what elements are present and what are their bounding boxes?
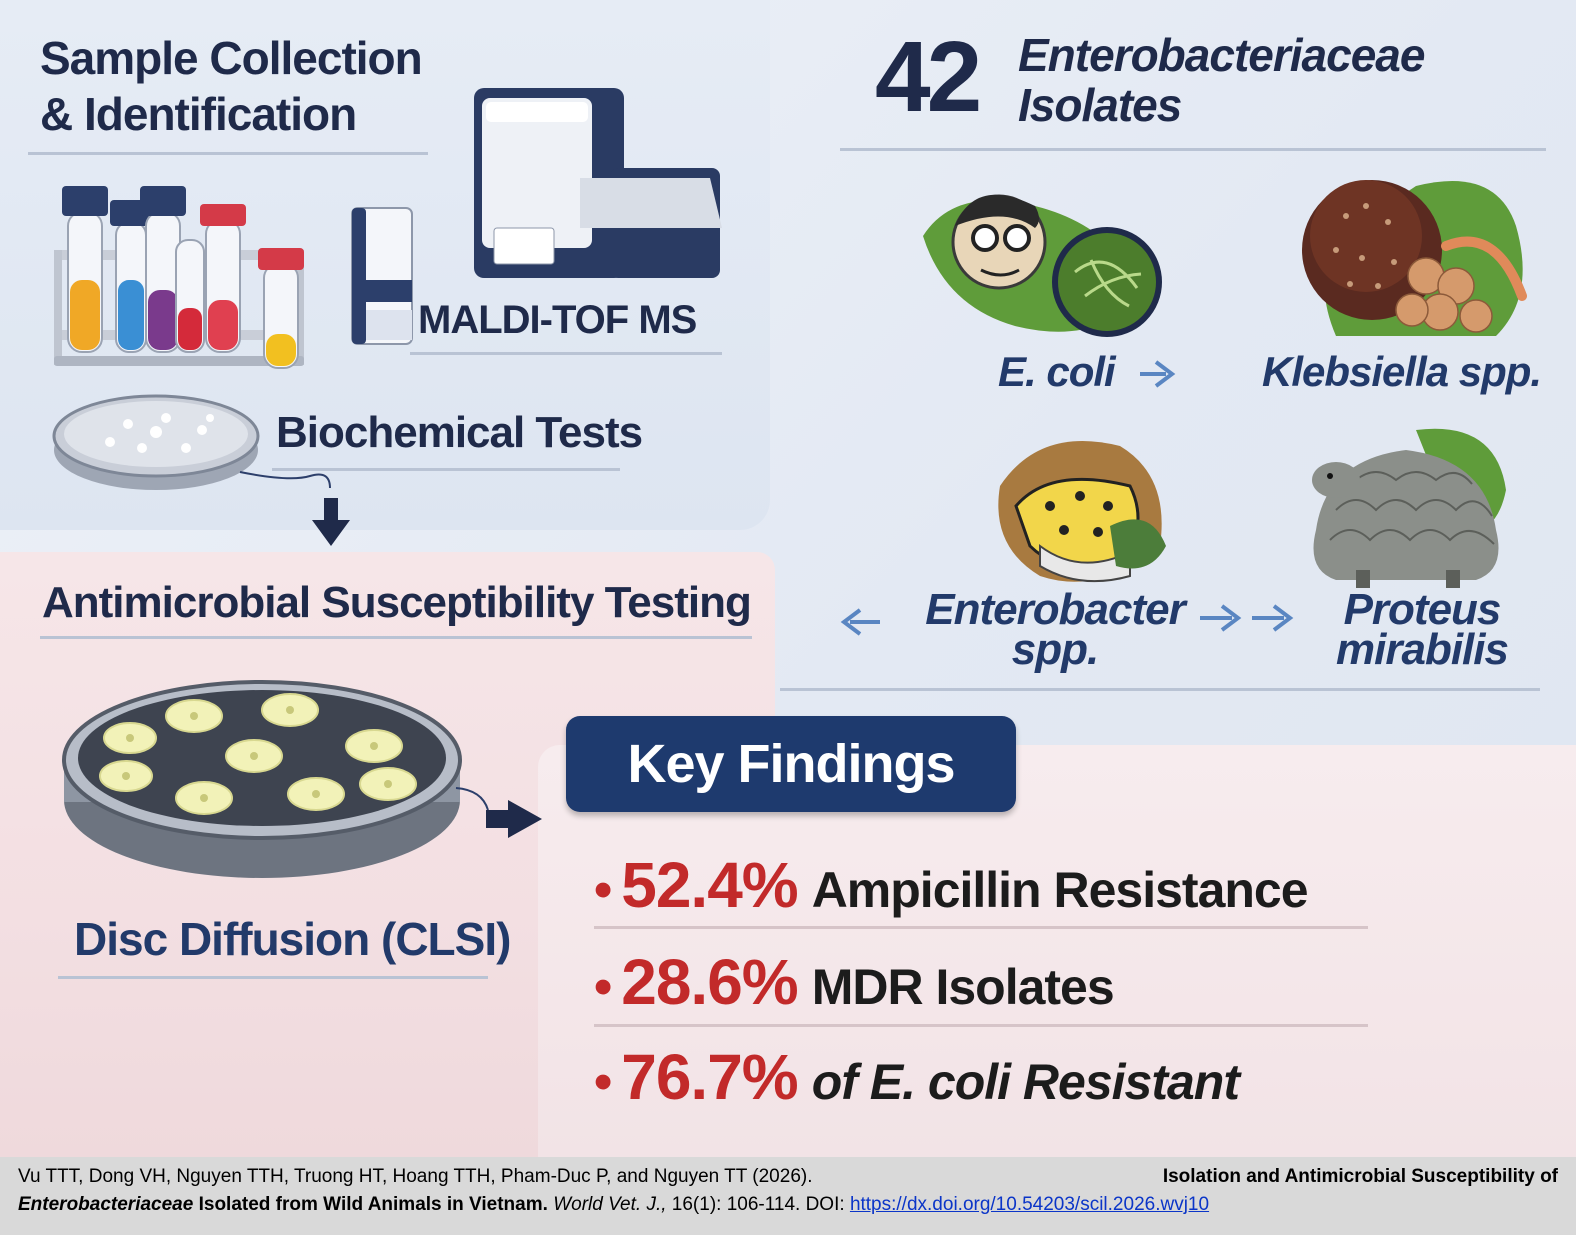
species-proteus-line2: mirabilis (1336, 625, 1509, 674)
reagent-box-icon (351, 207, 413, 345)
biochemical-tests-label: Biochemical Tests (276, 408, 643, 457)
divider (780, 688, 1540, 691)
citation-line-2: Enterobacteriaceae Isolated from Wild An… (18, 1191, 1558, 1219)
divider (28, 152, 428, 155)
divider (410, 352, 722, 355)
sample-collection-title: Sample Collection & Identification (40, 30, 460, 142)
finding-text: MDR Isolates (811, 959, 1115, 1015)
species-proteus-line1: Proteus (1343, 585, 1502, 634)
klebsiella-illustration-icon (1302, 180, 1527, 336)
divider (594, 926, 1368, 929)
sample-title-line2: & Identification (40, 88, 357, 140)
petri-dish-small-icon (52, 394, 260, 490)
bullet-icon: • (594, 1053, 612, 1111)
arrow-right-icon (1140, 360, 1176, 388)
divider (40, 636, 752, 639)
key-findings-title: Key Findings (627, 734, 955, 794)
finding-text: of E. coli Resistant (811, 1054, 1240, 1110)
species-e-coli: E. coli (998, 348, 1116, 395)
maldi-tof-label: MALDI-TOF MS (418, 298, 697, 342)
doi-link[interactable]: https://dx.doi.org/10.54203/scil.2026.wv… (849, 1194, 1210, 1215)
e-coli-illustration-icon (923, 194, 1162, 337)
species-enterobacter: Enterobacter spp. (920, 585, 1190, 674)
isolates-title: Enterobacteriaceae Isolates (1018, 29, 1425, 131)
disc-diffusion-label: Disc Diffusion (CLSI) (74, 913, 511, 965)
divider (594, 1024, 1368, 1027)
finding-item: • 52.4% Ampicillin Resistance (594, 845, 1309, 925)
finding-item: • 28.6% MDR Isolates (594, 942, 1115, 1022)
isolate-count: 42 (875, 21, 982, 133)
sample-title-line1: Sample Collection (40, 32, 423, 84)
species-enterobacter-line1: Enterobacter (925, 585, 1185, 634)
double-arrow-right-icon (1200, 604, 1294, 632)
tube-1 (62, 186, 108, 353)
citation-volume: 16(1): 106-114. DOI: (671, 1194, 845, 1215)
citation-journal: World Vet. J., (553, 1194, 667, 1215)
species-enterobacter-line2: spp. (1011, 625, 1099, 674)
citation-title-italic: Enterobacteriaceae (18, 1194, 194, 1215)
species-proteus: Proteus mirabilis (1322, 585, 1522, 674)
citation-line-1: Vu TTT, Dong VH, Nguyen TTH, Truong HT, … (18, 1163, 1558, 1191)
citation-title-part1: Isolation and Antimicrobial Susceptibili… (1162, 1166, 1558, 1187)
finding-text: Ampicillin Resistance (811, 862, 1309, 918)
citation-footer: Vu TTT, Dong VH, Nguyen TTH, Truong HT, … (0, 1157, 1576, 1235)
arrow-left-icon (840, 608, 880, 636)
key-findings-banner: Key Findings (566, 716, 1016, 812)
bullet-icon: • (594, 958, 612, 1016)
finding-item: • 76.7% of E. coli Resistant (594, 1037, 1240, 1117)
isolates-title-line1: Enterobacteriaceae (1018, 29, 1425, 81)
finding-percent: 28.6% (621, 946, 798, 1018)
isolates-title-line2: Isolates (1018, 79, 1182, 131)
tube-6 (258, 248, 304, 369)
disc-diffusion-plate-icon (62, 680, 462, 878)
bullet-icon: • (594, 861, 612, 919)
species-klebsiella: Klebsiella spp. (1262, 348, 1542, 395)
down-arrow-icon (239, 471, 350, 546)
enterobacter-illustration-icon (998, 441, 1166, 583)
divider (840, 148, 1546, 151)
findings-panel (538, 745, 1576, 1157)
test-tubes-icon (54, 186, 304, 369)
divider (58, 976, 488, 979)
ast-title: Antimicrobial Susceptibility Testing (42, 578, 752, 627)
divider (272, 468, 620, 471)
citation-authors: Vu TTT, Dong VH, Nguyen TTH, Truong HT, … (18, 1166, 813, 1187)
infographic: Sample Collection & Identification (0, 0, 1576, 1157)
proteus-pangolin-illustration-icon (1312, 428, 1506, 588)
maldi-instrument-icon (474, 88, 722, 278)
tube-3 (140, 186, 186, 353)
finding-percent: 76.7% (621, 1041, 798, 1113)
finding-percent: 52.4% (621, 849, 798, 921)
tube-4 (175, 239, 205, 353)
arrow-to-findings-icon (455, 787, 542, 838)
citation-title-part2: Isolated from Wild Animals in Vietnam. (198, 1194, 548, 1215)
tube-5 (200, 204, 246, 353)
